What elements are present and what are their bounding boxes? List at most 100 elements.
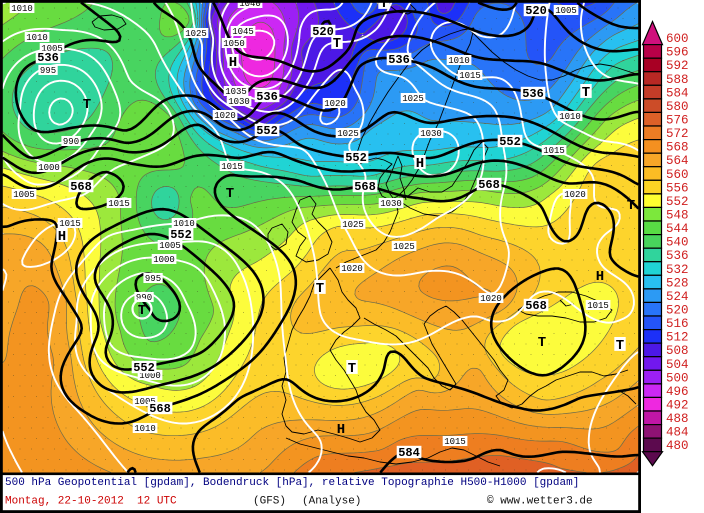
svg-text:1005: 1005 (555, 6, 577, 16)
svg-text:556: 556 (666, 181, 689, 195)
svg-text:552: 552 (256, 124, 278, 138)
svg-text:1000: 1000 (139, 371, 161, 381)
svg-text:592: 592 (666, 59, 689, 73)
svg-text:1015: 1015 (444, 437, 466, 447)
svg-text:540: 540 (666, 236, 689, 250)
svg-text:H: H (337, 422, 345, 438)
svg-text:1015: 1015 (221, 162, 243, 172)
svg-text:1010: 1010 (134, 424, 156, 434)
svg-text:990: 990 (136, 293, 152, 303)
svg-text:552: 552 (499, 135, 521, 149)
svg-text:552: 552 (170, 228, 192, 242)
svg-text:548: 548 (666, 209, 689, 223)
svg-text:1005: 1005 (13, 190, 35, 200)
svg-text:520: 520 (666, 304, 689, 318)
svg-text:536: 536 (388, 53, 410, 67)
svg-text:1020: 1020 (480, 294, 502, 304)
svg-text:508: 508 (666, 344, 689, 358)
svg-text:1015: 1015 (59, 219, 81, 229)
svg-text:1020: 1020 (214, 111, 236, 121)
svg-text:496: 496 (666, 385, 689, 399)
svg-text:536: 536 (37, 51, 59, 65)
svg-text:T: T (616, 338, 624, 354)
svg-text:580: 580 (666, 100, 689, 114)
svg-text:568: 568 (525, 299, 547, 313)
svg-text:584: 584 (398, 446, 420, 460)
svg-text:1000: 1000 (38, 163, 60, 173)
svg-text:T: T (226, 186, 234, 202)
svg-text:1010: 1010 (173, 219, 195, 229)
svg-text:1030: 1030 (420, 129, 442, 139)
svg-text:516: 516 (666, 317, 689, 331)
svg-text:1020: 1020 (564, 190, 586, 200)
svg-text:1010: 1010 (11, 4, 33, 14)
svg-text:568: 568 (478, 178, 500, 192)
svg-text:1015: 1015 (459, 71, 481, 81)
svg-text:1025: 1025 (342, 220, 364, 230)
svg-text:T: T (380, 0, 388, 12)
svg-text:480: 480 (666, 439, 689, 453)
svg-text:500 hPa Geopotential [gpdam],: 500 hPa Geopotential [gpdam], Bodendruck… (5, 477, 579, 489)
svg-text:512: 512 (666, 331, 689, 345)
svg-text:1045: 1045 (232, 27, 254, 37)
svg-text:T: T (138, 303, 146, 319)
svg-text:© www.wetter3.de: © www.wetter3.de (487, 496, 593, 508)
svg-text:1005: 1005 (134, 397, 156, 407)
svg-text:1010: 1010 (448, 56, 470, 66)
svg-text:576: 576 (666, 114, 689, 128)
svg-text:1020: 1020 (341, 264, 363, 274)
svg-text:528: 528 (666, 276, 689, 290)
svg-text:1020: 1020 (324, 99, 346, 109)
svg-text:1005: 1005 (41, 44, 63, 54)
svg-text:1000: 1000 (153, 255, 175, 265)
svg-text:1025: 1025 (402, 94, 424, 104)
svg-text:484: 484 (666, 426, 689, 440)
svg-text:T: T (582, 85, 590, 101)
svg-text:1025: 1025 (337, 129, 359, 139)
svg-text:572: 572 (666, 127, 689, 141)
svg-text:T: T (348, 361, 356, 377)
svg-text:T: T (627, 198, 635, 214)
svg-text:Montag, 22-10-2012 12 UTC: Montag, 22-10-2012 12 UTC (5, 496, 177, 508)
svg-text:584: 584 (666, 86, 689, 100)
svg-text:T: T (316, 281, 324, 297)
svg-text:524: 524 (666, 290, 689, 304)
svg-text:(GFS): (GFS) (253, 496, 286, 508)
svg-text:600: 600 (666, 32, 689, 46)
svg-text:588: 588 (666, 73, 689, 87)
svg-text:995: 995 (145, 274, 161, 284)
svg-text:H: H (596, 269, 604, 285)
svg-text:568: 568 (666, 141, 689, 155)
svg-text:995: 995 (40, 66, 56, 76)
svg-text:568: 568 (354, 180, 376, 194)
svg-text:544: 544 (666, 222, 689, 236)
svg-text:1015: 1015 (587, 301, 609, 311)
svg-text:536: 536 (522, 87, 544, 101)
svg-text:1015: 1015 (543, 146, 565, 156)
svg-text:1040: 1040 (239, 0, 261, 9)
svg-text:1015: 1015 (108, 199, 130, 209)
svg-text:520: 520 (312, 25, 334, 39)
svg-text:560: 560 (666, 168, 689, 182)
svg-text:(Analyse): (Analyse) (302, 496, 361, 508)
svg-text:1025: 1025 (393, 242, 415, 252)
svg-text:552: 552 (133, 361, 155, 375)
svg-text:564: 564 (666, 154, 689, 168)
svg-text:H: H (416, 156, 424, 172)
svg-text:568: 568 (149, 402, 171, 416)
svg-text:H: H (229, 55, 237, 71)
svg-text:492: 492 (666, 399, 689, 413)
svg-text:1005: 1005 (159, 241, 181, 251)
svg-text:536: 536 (256, 90, 278, 104)
svg-text:T: T (83, 97, 91, 113)
svg-text:552: 552 (666, 195, 689, 209)
svg-text:596: 596 (666, 46, 689, 60)
svg-text:500: 500 (666, 371, 689, 385)
svg-text:568: 568 (70, 180, 92, 194)
svg-text:1030: 1030 (228, 97, 250, 107)
svg-text:532: 532 (666, 263, 689, 277)
svg-text:1050: 1050 (223, 39, 245, 49)
svg-text:T: T (538, 335, 546, 351)
svg-text:504: 504 (666, 358, 689, 372)
svg-text:1035: 1035 (225, 87, 247, 97)
